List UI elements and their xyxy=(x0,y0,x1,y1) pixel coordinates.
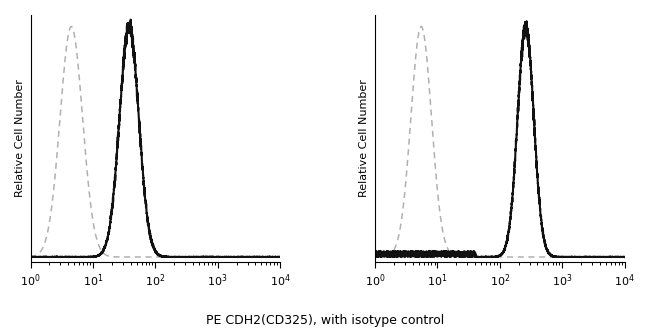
Y-axis label: Relative Cell Number: Relative Cell Number xyxy=(359,79,369,197)
Text: PE CDH2(CD325), with isotype control: PE CDH2(CD325), with isotype control xyxy=(206,314,444,327)
Y-axis label: Relative Cell Number: Relative Cell Number xyxy=(15,79,25,197)
